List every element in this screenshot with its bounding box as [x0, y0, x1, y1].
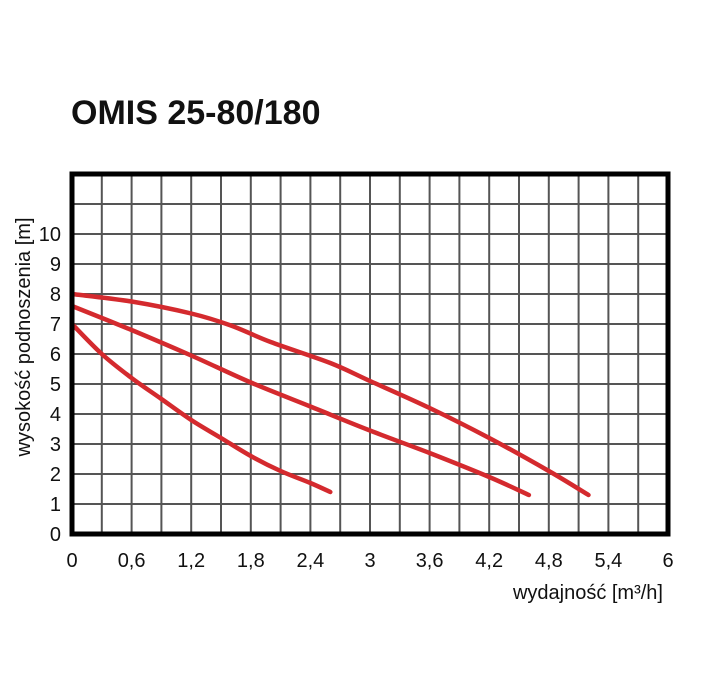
y-axis-label: wysokość podnoszenia [m]	[13, 217, 35, 457]
plot-frame	[69, 171, 671, 537]
chart-title: OMIS 25-80/180	[71, 94, 320, 132]
x-tick-label: 4,2	[475, 550, 503, 572]
x-tick-label: 5,4	[594, 550, 622, 572]
y-tick-label: 6	[50, 344, 61, 366]
y-tick-label: 8	[50, 284, 61, 306]
y-tick-label: 0	[50, 524, 61, 546]
y-axis-ticks: 0 1 2 3 4 5 6 7 8 9 10	[39, 224, 61, 546]
y-tick-label: 10	[39, 224, 61, 246]
x-tick-label: 0,6	[118, 550, 146, 572]
grid	[72, 174, 668, 534]
y-tick-label: 5	[50, 374, 61, 396]
x-tick-label: 4,8	[535, 550, 563, 572]
x-tick-label: 1,2	[177, 550, 205, 572]
y-tick-label: 4	[50, 404, 61, 426]
x-tick-label: 3	[364, 550, 375, 572]
series-group	[69, 291, 591, 498]
y-tick-label: 7	[50, 314, 61, 336]
y-tick-label: 3	[50, 434, 61, 456]
series-line-3	[69, 291, 591, 498]
y-tick-label: 9	[50, 254, 61, 276]
y-tick-label: 1	[50, 494, 61, 516]
x-axis-ticks: 0 0,6 1,2 1,8 2,4 3 3,6 4,2 4,8 5,4 6	[66, 550, 673, 572]
x-tick-label: 0	[66, 550, 77, 572]
series-line-2	[69, 303, 532, 498]
x-axis-label: wydajność [m³/h]	[512, 582, 663, 604]
x-tick-label: 2,4	[296, 550, 324, 572]
x-tick-label: 3,6	[416, 550, 444, 572]
x-tick-label: 6	[662, 550, 673, 572]
x-tick-label: 1,8	[237, 550, 265, 572]
y-tick-label: 2	[50, 464, 61, 486]
series-line-1	[69, 321, 333, 495]
